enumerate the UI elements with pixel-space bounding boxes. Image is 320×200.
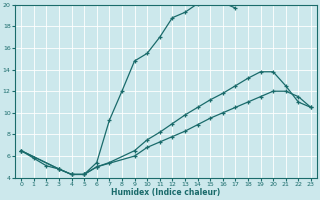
X-axis label: Humidex (Indice chaleur): Humidex (Indice chaleur): [111, 188, 221, 197]
